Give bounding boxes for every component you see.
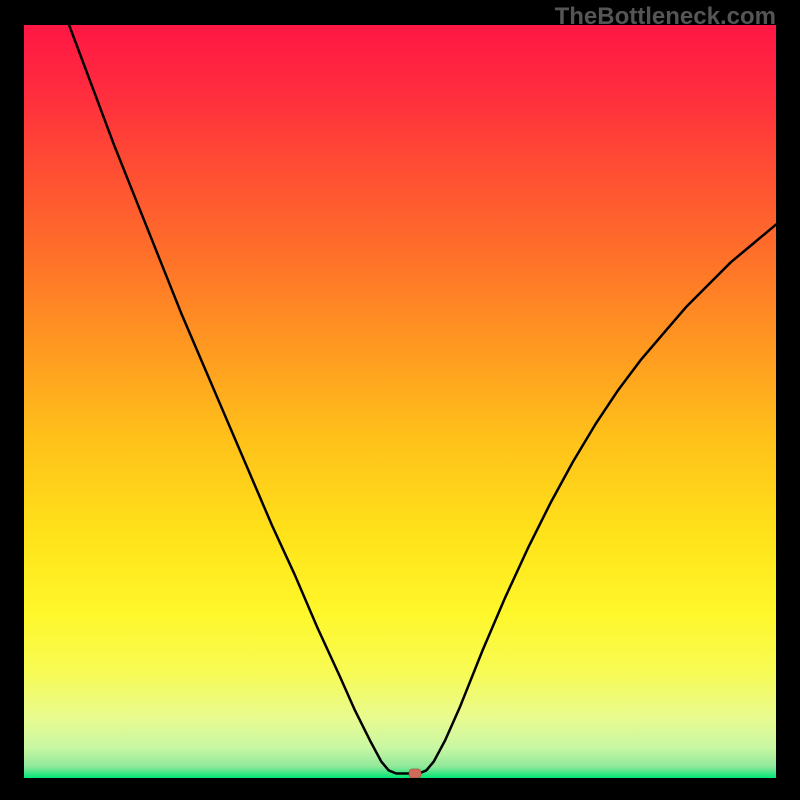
chart-svg: [24, 25, 776, 778]
plot-area: [24, 25, 776, 778]
optimum-marker: [409, 769, 421, 778]
chart-background: [24, 25, 776, 778]
watermark-text: TheBottleneck.com: [555, 3, 776, 31]
figure-root: TheBottleneck.com: [0, 0, 800, 800]
